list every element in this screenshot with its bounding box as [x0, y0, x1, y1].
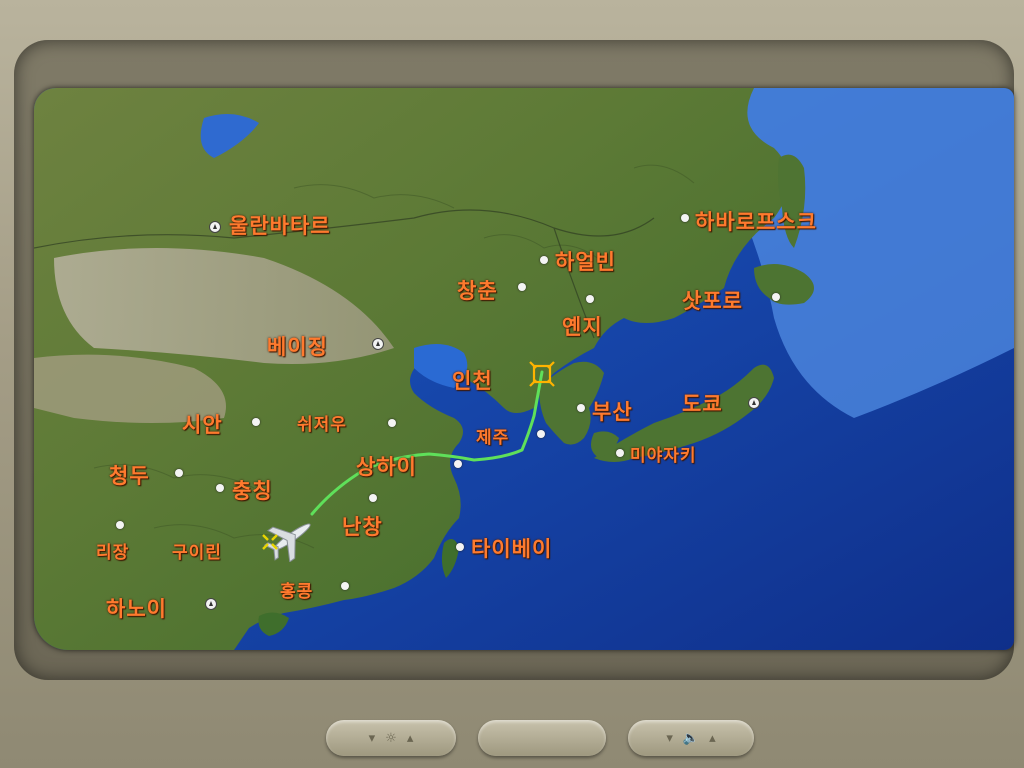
city-label-beijing: 베이징: [267, 335, 328, 359]
korean-peninsula: [539, 361, 604, 445]
city-label-tokyo: 도쿄: [682, 392, 723, 416]
city-label-shanghai: 상하이: [356, 455, 417, 479]
city-marker-xian: [252, 418, 260, 426]
city-label-jeju: 제주: [476, 428, 510, 448]
city-marker-khabarovsk: [681, 214, 689, 222]
flight-path: [310, 370, 544, 516]
city-label-xian: 시안: [182, 413, 223, 437]
map-canvas: [34, 88, 1014, 650]
japan-hokkaido: [754, 264, 814, 305]
city-label-lijiang: 리장: [96, 543, 130, 563]
gobi-desert: [54, 248, 394, 364]
hainan: [258, 612, 289, 636]
terrain-texture: [93, 164, 695, 549]
city-marker-taipei: [456, 543, 464, 551]
chevron-down-icon: ▾: [666, 730, 673, 746]
city-label-ulaanbaatar: 울란바타르: [229, 214, 331, 238]
city-marker-yanji: [586, 295, 594, 303]
city-marker-beijing: [372, 338, 384, 350]
city-label-khabarovsk: 하바로프스크: [695, 210, 817, 234]
city-label-miyazaki: 미야자키: [630, 446, 697, 466]
brightness-button[interactable]: ▾ ☼ ▴: [326, 720, 456, 756]
chevron-down-icon: ▾: [368, 730, 376, 746]
city-label-nanchang: 난창: [342, 515, 383, 539]
city-marker-ulaanbaatar: [209, 221, 221, 233]
country-borders: [34, 209, 655, 339]
city-label-guilin: 구이린: [172, 543, 222, 563]
city-label-taipei: 타이베이: [471, 537, 553, 561]
city-marker-nanchang: [369, 494, 377, 502]
city-label-busan: 부산: [592, 400, 633, 424]
city-label-hanoi: 하노이: [106, 597, 167, 621]
center-button[interactable]: [478, 720, 606, 756]
departure-marker-icon: [262, 534, 278, 550]
city-label-yanji: 옌지: [562, 315, 603, 339]
city-marker-tokyo: [748, 397, 760, 409]
lake-baikal: [200, 114, 259, 158]
city-marker-xuzhou: [388, 419, 396, 427]
city-label-chongqing: 충칭: [232, 479, 273, 503]
volume-button[interactable]: ▾ 🔈 ▴: [628, 720, 754, 756]
city-marker-harbin: [540, 256, 548, 264]
city-marker-busan: [577, 404, 585, 412]
japan-honshu: [594, 364, 774, 462]
asian-mainland: [34, 88, 789, 650]
city-marker-chengdu: [175, 469, 183, 477]
city-label-sapporo: 삿포로: [682, 289, 743, 313]
chevron-up-icon: ▴: [709, 730, 716, 746]
city-label-xuzhou: 쉬저우: [297, 415, 347, 435]
city-marker-miyazaki: [616, 449, 624, 457]
speaker-icon: 🔈: [682, 730, 700, 746]
city-marker-lijiang: [116, 521, 124, 529]
city-marker-shanghai: [454, 460, 462, 468]
sun-icon: ☼: [385, 730, 397, 746]
sakhalin: [778, 154, 806, 248]
city-marker-sapporo: [772, 293, 780, 301]
plateau: [34, 354, 226, 423]
city-marker-jeju: [537, 430, 545, 438]
city-label-changchun: 창춘: [457, 279, 498, 303]
airport-target-icon: [529, 361, 555, 387]
city-marker-hanoi: [205, 598, 217, 610]
city-label-harbin: 하얼빈: [555, 250, 616, 274]
city-marker-changchun: [518, 283, 526, 291]
city-label-chengdu: 청두: [109, 464, 150, 488]
city-marker-chongqing: [216, 484, 224, 492]
taiwan: [441, 539, 459, 578]
city-label-hongkong: 홍콩: [280, 582, 314, 602]
city-label-incheon: 인천: [452, 369, 493, 393]
bohai-sea: [414, 344, 468, 388]
flight-map-screen: 울란바타르 하바로프스크 하얼빈 창춘 삿포로 옌지 베이징 인천 시안 쉬저우…: [34, 88, 1014, 650]
japan-kyushu: [590, 431, 619, 458]
chevron-up-icon: ▴: [406, 730, 414, 746]
city-marker-hongkong: [341, 582, 349, 590]
